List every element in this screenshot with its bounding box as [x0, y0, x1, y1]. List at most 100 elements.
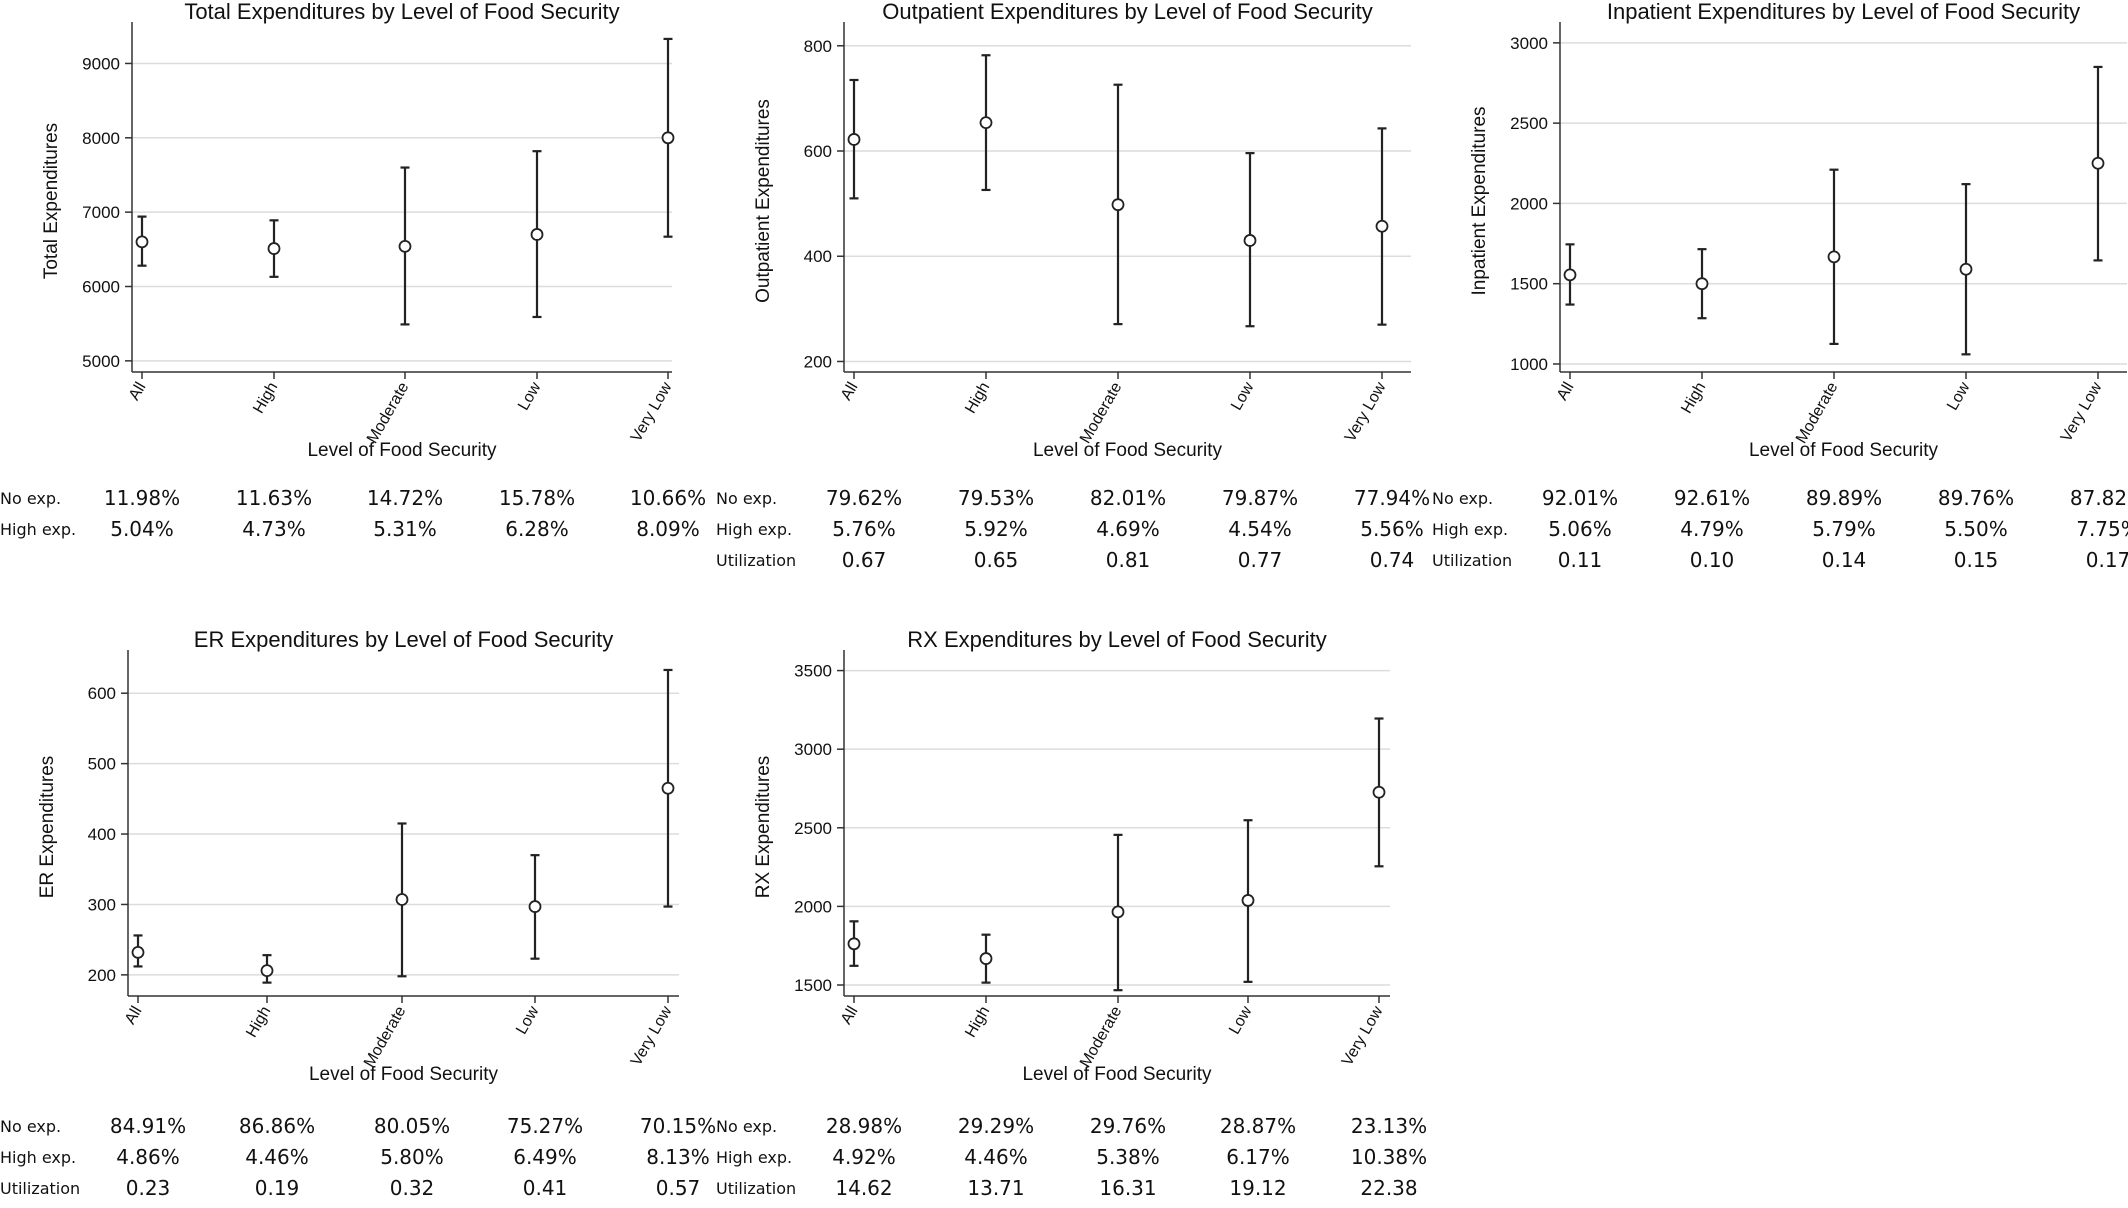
stats-cell: 13.71 — [967, 1176, 1025, 1200]
stats-cell: 5.76% — [832, 517, 896, 541]
stats-cell: 29.76% — [1089, 1114, 1167, 1138]
stats-cell: 7.75% — [2076, 517, 2128, 541]
data-point — [661, 781, 675, 795]
stats-cell: 79.87% — [1221, 486, 1299, 510]
stats-cell: 14.62 — [835, 1176, 893, 1200]
stats-cell: 0.32 — [389, 1176, 435, 1200]
stats-row-label: High exp. — [1432, 520, 1509, 539]
x-tick-label: High — [962, 1004, 993, 1041]
x-tick-label: Moderate — [1793, 379, 1842, 446]
stats-cell: 4.79% — [1680, 517, 1744, 541]
y-tick-label: 3500 — [794, 662, 832, 681]
stats-cell: 0.57 — [655, 1176, 701, 1200]
stats-cell: 5.56% — [1360, 517, 1424, 541]
y-tick-label: 6000 — [82, 278, 120, 297]
x-axis-label: Level of Food Security — [307, 440, 497, 461]
stats-cell: 10.38% — [1350, 1145, 1428, 1169]
chart-rx-expenditures: RX Expenditures by Level of Food Securit… — [716, 618, 1427, 1208]
data-point — [847, 133, 861, 146]
x-axis-label: Level of Food Security — [1749, 440, 1939, 461]
stats-cell: 29.29% — [957, 1114, 1035, 1138]
stats-cell: 22.38 — [1360, 1176, 1418, 1200]
stats-cell: 4.92% — [832, 1145, 896, 1169]
data-point — [1563, 268, 1577, 282]
stats-cell: 23.13% — [1350, 1114, 1428, 1138]
stats-cell: 4.69% — [1096, 517, 1160, 541]
stats-cell: 28.98% — [825, 1114, 903, 1138]
stats-cell: 4.46% — [245, 1145, 309, 1169]
stats-cell: 5.31% — [373, 517, 437, 541]
y-tick-label: 3000 — [794, 740, 832, 759]
data-point — [260, 964, 274, 978]
y-tick-label: 7000 — [82, 203, 120, 222]
x-tick-label: Moderate — [1077, 379, 1126, 446]
stats-row-label: No exp. — [1432, 489, 1494, 508]
stats-cell: 82.01% — [1089, 486, 1167, 510]
x-tick-label: Low — [513, 1003, 543, 1037]
x-tick-label: All — [838, 380, 862, 404]
x-tick-label: Moderate — [361, 1003, 410, 1070]
stats-row-label: High exp. — [716, 520, 793, 539]
chart-total-expenditures: Total Expenditures by Level of Food Secu… — [0, 0, 706, 560]
stats-cell: 0.77 — [1237, 548, 1283, 572]
stats-cell: 0.81 — [1105, 548, 1151, 572]
y-axis-label: RX Expenditures — [753, 756, 774, 899]
stats-cell: 4.54% — [1228, 517, 1292, 541]
stats-cell: 8.09% — [636, 517, 700, 541]
stats-row-label: No exp. — [716, 1117, 778, 1136]
stats-cell: 5.92% — [964, 517, 1028, 541]
data-point — [847, 937, 861, 951]
y-tick-label: 400 — [804, 247, 832, 266]
x-tick-label: Low — [1228, 379, 1258, 413]
stats-row-label: Utilization — [1432, 551, 1513, 570]
data-point — [1111, 198, 1125, 212]
y-tick-label: 600 — [804, 142, 832, 161]
stats-cell: 0.67 — [841, 548, 887, 572]
stats-cell: 75.27% — [506, 1114, 584, 1138]
stats-cell: 0.11 — [1557, 548, 1603, 572]
stats-row-label: High exp. — [716, 1148, 793, 1167]
x-axis-label: Level of Food Security — [1033, 440, 1223, 461]
stats-cell: 19.12 — [1229, 1176, 1287, 1200]
chart-title: Outpatient Expenditures by Level of Food… — [882, 0, 1372, 24]
x-tick-label: Low — [1226, 1003, 1256, 1037]
stats-row-label: Utilization — [716, 551, 797, 570]
y-tick-label: 9000 — [82, 54, 120, 73]
stats-cell: 6.28% — [505, 517, 569, 541]
x-tick-label: Very Low — [628, 1003, 676, 1069]
stats-cell: 5.50% — [1944, 517, 2008, 541]
stats-cell: 10.66% — [629, 486, 707, 510]
data-point — [2091, 156, 2105, 170]
stats-cell: 5.04% — [110, 517, 174, 541]
stats-cell: 4.86% — [116, 1145, 180, 1169]
x-tick-label: Very Low — [628, 379, 676, 445]
chart-title: ER Expenditures by Level of Food Securit… — [194, 627, 613, 652]
stats-cell: 16.31 — [1099, 1176, 1157, 1200]
stats-cell: 0.19 — [254, 1176, 300, 1200]
x-tick-label: All — [838, 1004, 862, 1028]
y-tick-label: 1500 — [1510, 275, 1548, 294]
data-point — [267, 242, 281, 255]
chart-outpatient-expenditures: Outpatient Expenditures by Level of Food… — [716, 0, 1430, 580]
y-tick-label: 800 — [804, 37, 832, 56]
stats-cell: 79.62% — [825, 486, 903, 510]
data-point — [1695, 277, 1709, 291]
chart-title: Total Expenditures by Level of Food Secu… — [184, 0, 619, 24]
stats-cell: 11.98% — [103, 486, 181, 510]
data-point — [661, 131, 675, 145]
stats-row-label: No exp. — [0, 1117, 62, 1136]
data-point — [395, 893, 409, 906]
stats-cell: 5.79% — [1812, 517, 1876, 541]
stats-cell: 70.15% — [639, 1114, 717, 1138]
x-tick-label: Very Low — [2058, 379, 2106, 445]
stats-cell: 14.72% — [366, 486, 444, 510]
x-tick-label: Moderate — [364, 379, 413, 446]
x-tick-label: Low — [515, 379, 545, 413]
stats-cell: 28.87% — [1219, 1114, 1297, 1138]
stats-cell: 0.41 — [522, 1176, 568, 1200]
chart-svg: ER Expenditures by Level of Food Securit… — [37, 627, 679, 1085]
stats-cell: 0.23 — [125, 1176, 171, 1200]
stats-cell: 92.61% — [1673, 486, 1751, 510]
chart-title: RX Expenditures by Level of Food Securit… — [907, 627, 1326, 652]
stats-cell: 5.06% — [1548, 517, 1612, 541]
